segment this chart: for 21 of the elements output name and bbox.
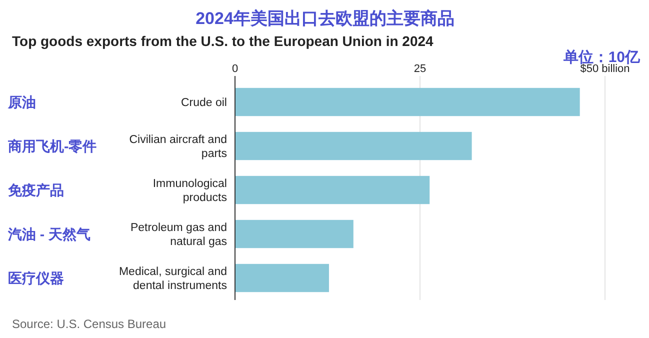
y-tick-label: Medical, surgical and dental instruments	[118, 266, 228, 292]
bar	[235, 132, 472, 160]
source-note: Source: U.S. Census Bureau	[12, 317, 166, 331]
y-tick-label: Crude oil	[180, 97, 227, 109]
text: 免疫产品	[7, 182, 64, 198]
bar	[235, 264, 329, 292]
y-tick-label: Civilian aircraft and parts	[129, 134, 228, 160]
y-tick-label: Petroleum gas and natural gas	[130, 222, 228, 248]
bar	[235, 220, 354, 248]
chart-title: 2024年美国出口去欧盟的主要商品	[196, 9, 454, 28]
text: 医疗仪器	[8, 270, 64, 286]
text: 原油	[7, 94, 36, 110]
x-tick-label: $50 billion	[580, 63, 630, 75]
bar	[235, 88, 580, 116]
x-tick-label: 25	[414, 63, 426, 75]
y-tick-label: Immunological products	[152, 178, 228, 204]
chart-subtitle: Top goods exports from the U.S. to the European Union in 2024	[12, 33, 434, 49]
text: 商用飞机-零件	[7, 138, 97, 154]
text: 汽油 - 天然气	[7, 226, 90, 242]
x-tick-label: 0	[232, 63, 238, 75]
bar	[235, 176, 430, 204]
